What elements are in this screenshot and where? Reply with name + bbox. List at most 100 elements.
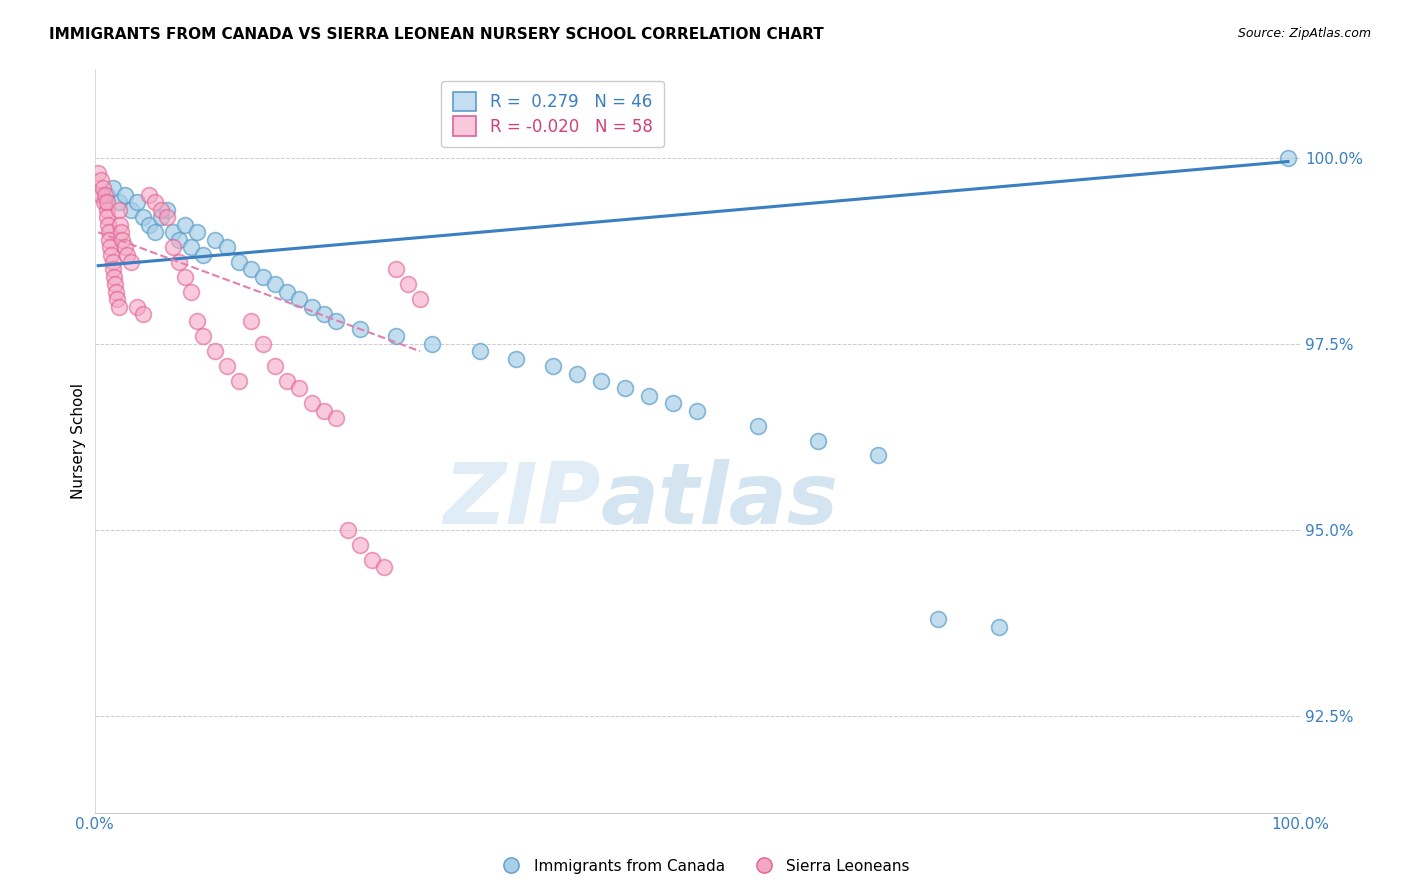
Point: [107, 195, 129, 210]
Point: [143, 225, 166, 239]
Point: [349, 322, 371, 336]
Point: [927, 612, 949, 626]
Text: Source: ZipAtlas.com: Source: ZipAtlas.com: [1237, 27, 1371, 40]
Point: [470, 344, 492, 359]
Text: ZIP: ZIP: [443, 458, 600, 541]
Point: [217, 240, 239, 254]
Point: [111, 233, 134, 247]
Point: [288, 381, 311, 395]
Point: [541, 359, 564, 373]
Point: [174, 269, 197, 284]
Point: [191, 329, 214, 343]
Point: [96, 211, 118, 225]
Point: [90, 188, 112, 202]
Point: [174, 218, 197, 232]
Point: [107, 202, 129, 217]
Point: [312, 404, 335, 418]
Point: [240, 314, 263, 328]
Point: [120, 202, 142, 217]
Point: [100, 247, 122, 261]
Point: [252, 336, 274, 351]
Legend: Immigrants from Canada, Sierra Leoneans: Immigrants from Canada, Sierra Leoneans: [489, 853, 917, 880]
Point: [385, 262, 408, 277]
Point: [120, 255, 142, 269]
Point: [101, 255, 124, 269]
Legend: R =  0.279   N = 46, R = -0.020   N = 58: R = 0.279 N = 46, R = -0.020 N = 58: [441, 80, 664, 147]
Point: [204, 233, 226, 247]
Point: [107, 292, 129, 306]
Point: [325, 411, 347, 425]
Point: [87, 166, 110, 180]
Point: [420, 336, 443, 351]
Point: [301, 300, 323, 314]
Point: [167, 233, 190, 247]
Point: [186, 314, 208, 328]
Point: [96, 202, 118, 217]
Point: [373, 560, 395, 574]
Point: [143, 195, 166, 210]
Point: [162, 225, 184, 239]
Point: [114, 240, 136, 254]
Point: [98, 240, 121, 254]
Point: [156, 202, 179, 217]
Point: [747, 418, 769, 433]
Point: [288, 292, 311, 306]
Text: atlas: atlas: [600, 458, 839, 541]
Point: [565, 367, 588, 381]
Point: [276, 285, 298, 299]
Point: [107, 300, 129, 314]
Point: [96, 188, 118, 202]
Point: [96, 195, 118, 210]
Point: [217, 359, 239, 373]
Point: [91, 180, 114, 194]
Point: [162, 240, 184, 254]
Point: [1277, 151, 1299, 165]
Point: [325, 314, 347, 328]
Point: [98, 233, 121, 247]
Point: [138, 218, 160, 232]
Point: [149, 211, 172, 225]
Point: [252, 269, 274, 284]
Point: [110, 225, 132, 239]
Point: [505, 351, 527, 366]
Point: [125, 195, 148, 210]
Point: [686, 404, 709, 418]
Point: [186, 225, 208, 239]
Point: [103, 269, 125, 284]
Point: [105, 285, 128, 299]
Y-axis label: Nursery School: Nursery School: [72, 383, 86, 499]
Point: [115, 247, 138, 261]
Point: [228, 255, 250, 269]
Point: [94, 188, 117, 202]
Point: [125, 300, 148, 314]
Point: [132, 307, 155, 321]
Point: [349, 538, 371, 552]
Point: [662, 396, 685, 410]
Point: [191, 247, 214, 261]
Point: [312, 307, 335, 321]
Point: [138, 188, 160, 202]
Point: [336, 523, 359, 537]
Point: [108, 218, 131, 232]
Point: [868, 449, 890, 463]
Point: [98, 225, 121, 239]
Point: [396, 277, 419, 292]
Point: [104, 277, 127, 292]
Point: [638, 389, 661, 403]
Point: [228, 374, 250, 388]
Point: [101, 180, 124, 194]
Point: [180, 285, 202, 299]
Point: [409, 292, 432, 306]
Point: [204, 344, 226, 359]
Point: [156, 211, 179, 225]
Point: [180, 240, 202, 254]
Point: [101, 262, 124, 277]
Point: [385, 329, 408, 343]
Point: [614, 381, 637, 395]
Point: [360, 552, 382, 566]
Text: IMMIGRANTS FROM CANADA VS SIERRA LEONEAN NURSERY SCHOOL CORRELATION CHART: IMMIGRANTS FROM CANADA VS SIERRA LEONEAN…: [49, 27, 824, 42]
Point: [589, 374, 612, 388]
Point: [240, 262, 263, 277]
Point: [264, 277, 287, 292]
Point: [264, 359, 287, 373]
